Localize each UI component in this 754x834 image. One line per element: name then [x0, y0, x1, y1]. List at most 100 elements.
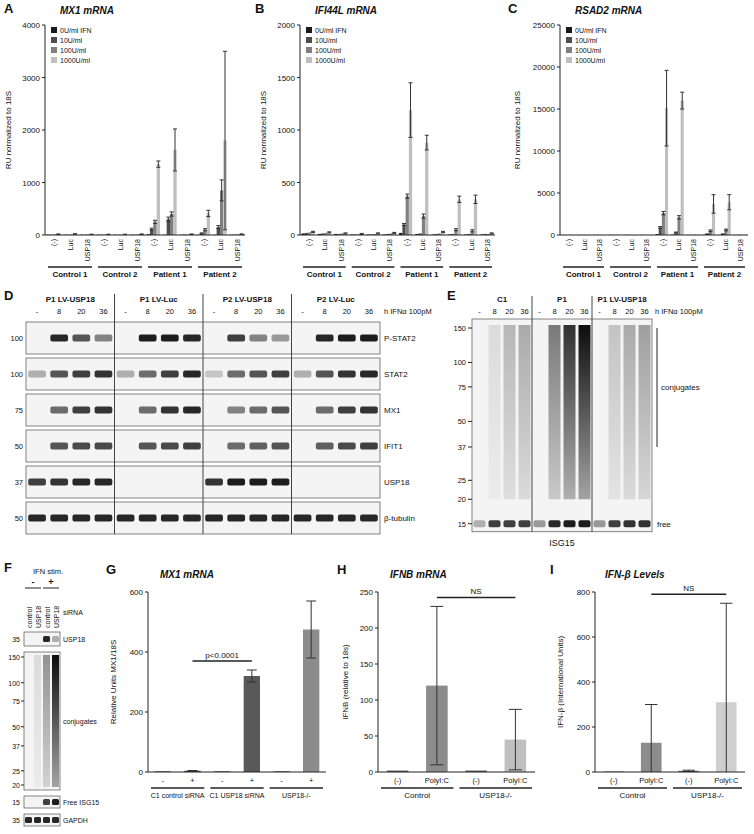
conjugate-smear: [489, 325, 501, 499]
x-tick-label: USP18: [737, 239, 744, 261]
band: [43, 817, 50, 823]
error-bar: [712, 195, 716, 213]
group-label: P1 LV-USP18: [597, 295, 647, 304]
error-bar: [645, 705, 657, 773]
lane-label: 36: [580, 307, 588, 316]
conjugate-smear: [519, 325, 531, 499]
lane-label: 8: [612, 307, 616, 316]
panel-letter: A: [4, 1, 14, 16]
band: [639, 520, 651, 527]
x-tick-label: Luc: [370, 239, 377, 251]
lane-label: 36: [640, 307, 648, 316]
annotation-line: [651, 594, 726, 596]
error-bar: [425, 135, 429, 150]
error-bar: [392, 232, 396, 233]
error-bar: [665, 70, 669, 146]
band: [227, 335, 245, 342]
band: [183, 479, 201, 486]
group-line: [151, 787, 204, 789]
group-line: [352, 266, 395, 268]
band: [72, 443, 90, 450]
blot-panel: FIFN stim.-+controlUSP18controlUSP18siRN…: [4, 560, 99, 826]
conjugate-smear: [504, 325, 516, 499]
y-tick-label: 3000: [22, 74, 40, 83]
band: [549, 520, 561, 527]
bar: [474, 199, 477, 235]
error-bar: [683, 770, 695, 771]
bar: [406, 196, 409, 235]
y-tick: [375, 628, 378, 629]
lane-label: 36: [99, 307, 107, 316]
x-tick-label: USP18: [386, 239, 393, 261]
band: [52, 817, 59, 823]
error-bar: [156, 161, 160, 167]
mw-label: 20: [458, 495, 466, 504]
treatment-label: -: [32, 577, 35, 587]
y-tick-label: 200: [577, 723, 591, 732]
y-tick: [145, 652, 148, 653]
band: [28, 371, 46, 378]
y-tick-label: 2000: [277, 21, 295, 30]
y-tick: [297, 25, 300, 26]
bar: [422, 216, 425, 235]
band: [249, 407, 267, 414]
band: [161, 515, 179, 522]
group-line: [381, 787, 454, 789]
y-tick-label: 50: [364, 732, 373, 741]
x-tick-label: USP18: [690, 239, 697, 261]
y-tick-label: 0: [139, 768, 144, 777]
error-bar: [454, 229, 458, 231]
mw-label: 75: [458, 383, 466, 392]
mw-label: 25: [12, 768, 20, 775]
error-bar: [674, 232, 678, 234]
error-bar: [405, 194, 409, 198]
legend-label: 100U/ml: [60, 47, 87, 54]
lane-label: 20: [166, 307, 174, 316]
band: [139, 515, 157, 522]
y-tick-label: 150: [360, 660, 374, 669]
band: [272, 443, 290, 450]
error-bar: [173, 129, 177, 171]
group-line: [704, 266, 745, 268]
error-bar: [166, 217, 170, 221]
error-bars: [645, 603, 732, 772]
group-label: P2 LV-USP18: [223, 295, 273, 304]
x-tick-label: -: [162, 776, 165, 785]
band: [28, 515, 46, 522]
legend-swatch: [306, 47, 312, 53]
band: [272, 479, 290, 486]
x-tick-label: Luc: [628, 239, 635, 251]
band: [294, 371, 312, 378]
bar: [402, 225, 405, 236]
bar: [662, 213, 665, 235]
x-tick-label: PolyI:C: [425, 776, 450, 785]
annotation: p<0.0001: [205, 651, 239, 660]
band: [227, 407, 245, 414]
band: [50, 371, 68, 378]
band: [338, 335, 356, 342]
legend-label: 100U/ml: [575, 47, 602, 54]
x-tick-label: (-): [100, 239, 108, 246]
panel-letter: H: [337, 562, 346, 577]
band: [205, 371, 223, 378]
row-label: β-tubulin: [384, 514, 415, 523]
mw-tick: [21, 657, 24, 658]
y-tick: [375, 736, 378, 737]
band: [594, 520, 606, 527]
band: [161, 479, 179, 486]
group-label: Patient 1: [405, 270, 439, 279]
error-bar: [344, 233, 348, 234]
band: [50, 335, 68, 342]
band: [117, 407, 135, 414]
blot-panel: DP1 LV-USP18P1 LV-LucP2 LV-USP18P2 LV-Lu…: [4, 288, 432, 534]
y-tick-label: 600: [130, 588, 144, 597]
lane-label: 20: [505, 307, 513, 316]
group-separator: [532, 296, 533, 532]
y-tick-label: 400: [130, 648, 144, 657]
band: [227, 479, 245, 486]
legend-swatch: [566, 57, 572, 63]
band: [161, 443, 179, 450]
group-line: [610, 266, 651, 268]
legend-label: 1000U/ml: [575, 57, 605, 64]
y-axis-label: IFN-β (International Units): [556, 636, 565, 729]
